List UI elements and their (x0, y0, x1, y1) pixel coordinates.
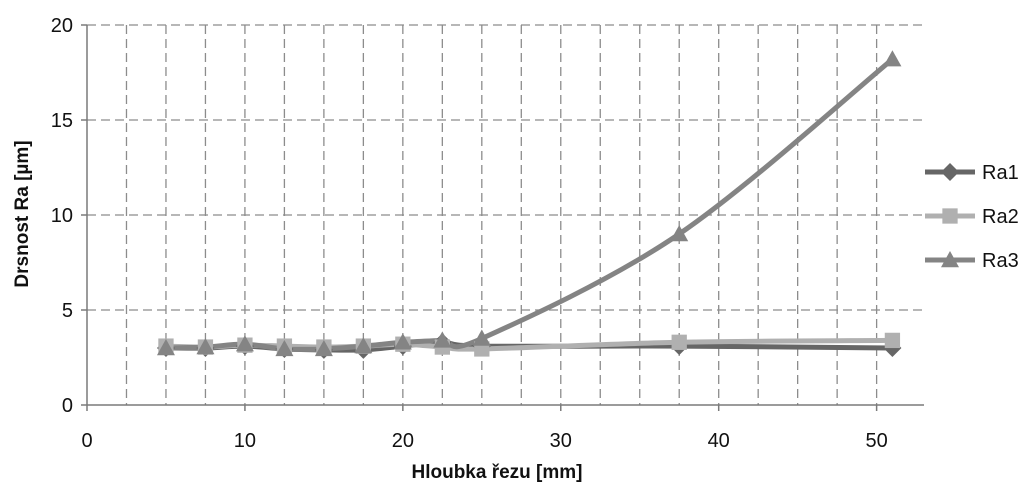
marker-triangle (354, 337, 373, 354)
y-axis-title: Drsnost Ra [µm] (12, 140, 33, 287)
tick-labels: 0 5 10 15 20 0 10 20 30 40 50 (51, 15, 888, 452)
legend-item-ra3: Ra3 (925, 250, 1019, 272)
marker-square (884, 332, 901, 349)
y-tick-label: 10 (51, 205, 73, 227)
marker-triangle (314, 339, 333, 357)
marker-triangle (275, 339, 294, 357)
marker-triangle (883, 50, 902, 67)
marker-triangle (670, 225, 689, 242)
marker-triangle (941, 251, 959, 268)
axes (81, 24, 924, 411)
x-tick-label: 30 (550, 430, 572, 452)
x-tick-label: 20 (392, 430, 414, 452)
legend-label: Ra2 (982, 206, 1019, 228)
legend-label: Ra1 (982, 162, 1019, 184)
legend-item-ra2: Ra2 (925, 206, 1019, 228)
marker-triangle (235, 335, 254, 352)
x-tick-label: 40 (708, 430, 730, 452)
legend-item-ra1: Ra1 (925, 162, 1019, 184)
marker-square (942, 208, 958, 224)
marker-triangle (472, 329, 491, 346)
series-markers (156, 50, 902, 359)
marker-square (671, 334, 687, 350)
marker-triangle (433, 331, 452, 348)
marker-triangle (156, 339, 175, 356)
marker-diamond (941, 163, 959, 181)
marker-triangle (196, 338, 215, 355)
markers-ra3 (156, 50, 902, 357)
y-tick-label: 5 (62, 300, 73, 322)
x-tick-label: 10 (234, 430, 256, 452)
x-tick-label: 0 (81, 430, 92, 452)
y-tick-label: 15 (51, 110, 73, 132)
x-tick-label: 50 (865, 430, 887, 452)
y-tick-label: 20 (51, 15, 73, 37)
marker-triangle (393, 333, 412, 350)
series-line-ra3 (165, 57, 895, 352)
legend-label: Ra3 (982, 250, 1019, 272)
x-axis-title: Hloubka řezu [mm] (411, 462, 582, 483)
legend: Ra1 Ra2 Ra3 (925, 162, 1019, 272)
series-lines (165, 57, 895, 353)
y-tick-label: 0 (62, 395, 73, 417)
